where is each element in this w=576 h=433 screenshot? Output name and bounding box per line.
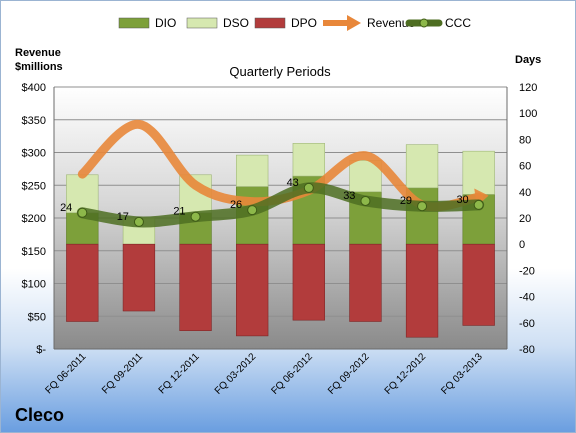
dso-bar [236,154,269,187]
legend-label: DPO [291,16,317,30]
right-tick-label: -20 [519,265,535,277]
left-axis-label-line2: $millions [15,61,63,73]
legend-label: CCC [445,16,471,30]
left-tick-label: $400 [22,82,46,94]
ccc-point [77,207,88,218]
right-tick-label: 0 [519,239,525,251]
x-tick-label: FQ 06-2012 [269,351,315,397]
dpo-bar [122,243,156,312]
left-tick-label: $50 [28,311,46,323]
dpo-bar [292,243,325,321]
ccc-data-label: 17 [117,211,129,223]
legend-label: DSO [223,16,249,30]
dpo-bar [349,243,382,322]
ccc-data-label: 30 [456,194,468,206]
dso-bar [462,150,495,195]
legend-label: DIO [155,16,176,30]
ccc-point [417,201,428,212]
ccc-data-label: 43 [287,177,299,189]
ccc-data-label: 33 [343,190,355,202]
x-tick-label: FQ 09-2011 [100,351,145,396]
dpo-bar [462,243,495,326]
x-tick-label: FQ 03-2013 [439,351,485,397]
left-tick-label: $350 [22,115,46,127]
x-tick-label: FQ 09-2012 [326,351,372,397]
right-tick-label: 100 [519,108,537,120]
legend-dot [419,18,429,28]
left-tick-label: $300 [22,148,46,160]
left-tick-label: $200 [22,213,46,225]
left-tick-label: $- [36,344,46,356]
dpo-bar [66,243,99,322]
right-tick-label: -60 [519,318,535,330]
left-tick-label: $250 [22,180,46,192]
legend-label: Revenue [367,16,415,30]
bar-marks [66,143,495,338]
line-marks: 24 17 21 26 43 33 29 30 [60,119,489,228]
ccc-data-label: 21 [173,206,185,218]
ccc-point [190,211,201,222]
right-tick-label: 40 [519,187,531,199]
left-axis-label-line1: Revenue [15,47,61,59]
legend: DIO DSO DPO Revenue CCC [118,15,471,31]
right-axis-label: Days [515,54,541,66]
dpo-bar [236,243,269,337]
right-tick-label: -80 [519,344,535,356]
right-tick-label: 80 [519,134,531,146]
right-tick-label: 60 [519,161,531,173]
right-tick-label: 20 [519,213,531,225]
dpo-bar [179,243,212,331]
legend-arrowhead [347,15,361,31]
ccc-data-label: 24 [60,202,72,214]
x-tick-label: FQ 03-2012 [213,351,259,397]
ccc-data-label: 29 [400,195,412,207]
right-tick-label: -40 [519,292,535,304]
x-tick-label: FQ 06-2011 [43,351,88,396]
chart-title: Quarterly Periods [229,64,331,79]
dso-bar [292,143,325,177]
dpo-bar [405,243,439,338]
x-tick-label: FQ 12-2011 [157,351,202,396]
ccc-point [303,182,314,193]
legend-swatch [254,17,286,29]
ccc-point [133,216,144,227]
ccc-point [360,195,371,206]
left-tick-label: $100 [22,279,46,291]
left-tick-label: $150 [22,246,46,258]
ccc-data-label: 26 [230,199,242,211]
x-tick-label: FQ 12-2012 [383,351,429,397]
ccc-point [473,199,484,210]
ccc-point [247,205,258,216]
company-name: Cleco [15,405,65,425]
right-tick-label: 120 [519,82,537,94]
dso-bar [405,144,439,189]
legend-swatch [118,17,150,29]
legend-swatch [186,17,218,29]
